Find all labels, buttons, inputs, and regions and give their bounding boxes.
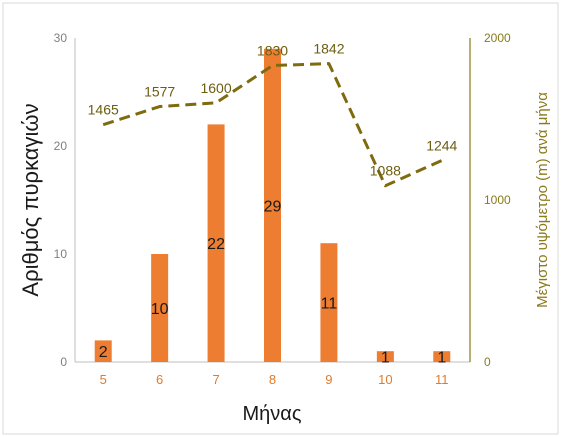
left-ticks-group: 0 10 20 30	[54, 31, 68, 369]
y2-tick-label: 2000	[484, 31, 511, 45]
bars-group	[94, 48, 451, 363]
bar-value-label-5: 2	[99, 344, 108, 361]
right-ticks-group: 0 1000 2000	[484, 31, 511, 369]
bar-month-9	[320, 243, 338, 362]
altitude-value-label-5: 1465	[88, 102, 119, 118]
bar-value-label-6: 10	[151, 301, 169, 318]
x-tick-label: 8	[269, 372, 276, 387]
altitude-value-label-11: 1244	[426, 137, 457, 153]
altitude-value-label-7: 1600	[200, 80, 231, 96]
x-tick-label: 9	[325, 372, 332, 387]
x-axis-title: Μήνας	[243, 403, 302, 425]
y-tick-label: 0	[60, 355, 67, 369]
bar-value-label-8: 29	[264, 198, 282, 215]
bar-month-8	[264, 48, 281, 363]
bar-month-11	[433, 351, 451, 362]
altitude-value-label-10: 1088	[370, 163, 401, 179]
line-series-group	[102, 62, 443, 188]
y2-axis-title: Μέγιστο υψόμετρο (m) ανά μήνα	[534, 92, 551, 308]
bar-month-7	[207, 124, 225, 363]
line-labels-group: 1465 1577 1600 1830 1842 1088 1244	[88, 41, 458, 179]
x-tick-label: 10	[378, 372, 392, 387]
y2-tick-label: 1000	[484, 193, 511, 207]
bar-value-label-11: 1	[437, 350, 446, 367]
x-tick-label: 11	[435, 372, 449, 387]
bar-month-10	[376, 351, 394, 362]
y2-tick-label: 0	[484, 355, 491, 369]
x-tick-label: 7	[212, 372, 219, 387]
x-tick-label: 5	[100, 372, 107, 387]
bar-month-5	[94, 340, 112, 362]
bar-value-label-7: 22	[207, 236, 225, 253]
x-ticks-group: 5 6 7 8 9 10 11	[100, 372, 449, 387]
x-tick-label: 6	[156, 372, 163, 387]
altitude-value-label-6: 1577	[144, 84, 175, 100]
y-tick-label: 20	[54, 139, 68, 153]
altitude-value-label-9: 1842	[313, 41, 344, 57]
y-axis-title: Αριθμός πυρκαγιών	[18, 103, 43, 296]
bar-value-label-10: 1	[381, 350, 390, 367]
altitude-value-label-8: 1830	[257, 43, 288, 59]
bar-month-6	[151, 254, 169, 362]
y-tick-label: 10	[54, 247, 68, 261]
bar-value-label-9: 11	[321, 296, 338, 313]
y-tick-label: 30	[54, 31, 68, 45]
